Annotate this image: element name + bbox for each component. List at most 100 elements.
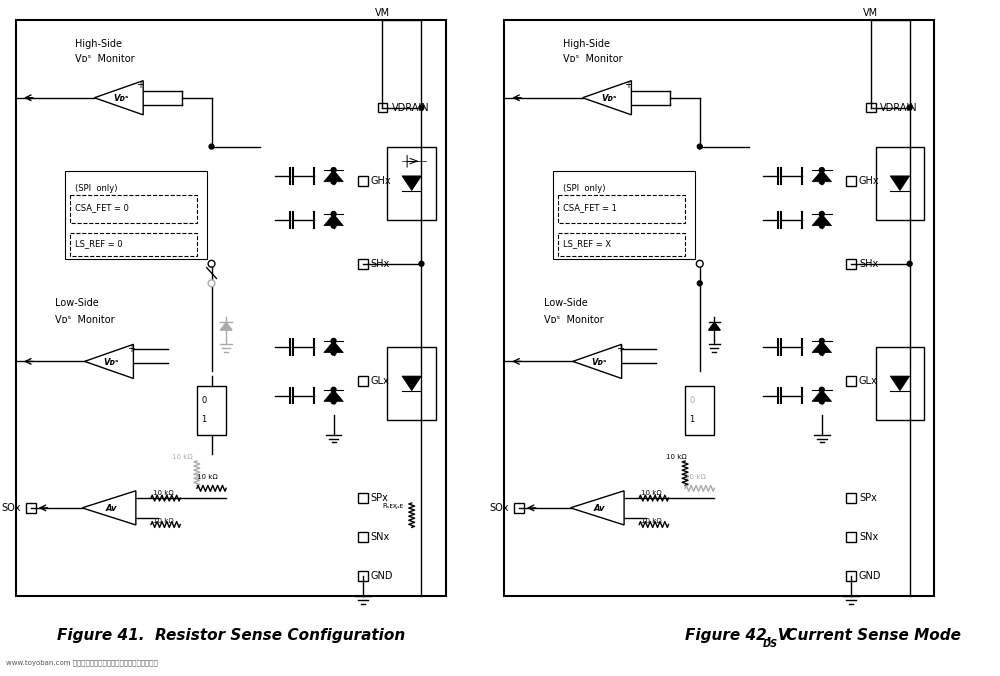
Text: Figure 41.  Resistor Sense Configuration: Figure 41. Resistor Sense Configuration (57, 627, 405, 643)
Text: Vᴅˢ  Monitor: Vᴅˢ Monitor (55, 314, 115, 324)
Text: 10 kΩ: 10 kΩ (666, 454, 686, 460)
Bar (558, 195, 685, 223)
Circle shape (331, 399, 336, 404)
Bar (358, 493, 368, 503)
Polygon shape (890, 176, 910, 191)
Text: SOx: SOx (490, 503, 509, 513)
Circle shape (819, 212, 824, 216)
Circle shape (208, 260, 215, 267)
Text: SPx: SPx (859, 493, 877, 503)
Polygon shape (709, 322, 720, 330)
Text: +: + (136, 80, 144, 90)
Bar (876, 147, 924, 220)
Text: Vᴅˢ  Monitor: Vᴅˢ Monitor (75, 54, 134, 64)
Text: DS: DS (763, 639, 778, 650)
Text: SPx: SPx (371, 493, 389, 503)
Bar (685, 386, 714, 435)
Text: VDRAIN: VDRAIN (880, 103, 918, 112)
Circle shape (331, 179, 336, 184)
Bar (70, 195, 197, 223)
Polygon shape (812, 390, 832, 402)
Polygon shape (812, 341, 832, 353)
Polygon shape (583, 80, 631, 115)
Circle shape (697, 144, 702, 149)
Text: 10 kΩ: 10 kΩ (153, 490, 174, 496)
Polygon shape (94, 80, 143, 115)
Text: VM: VM (863, 7, 878, 18)
Circle shape (907, 262, 912, 266)
Text: 10 kΩ: 10 kΩ (685, 474, 706, 480)
Text: +: + (616, 343, 624, 354)
Circle shape (331, 339, 336, 343)
Bar (504, 20, 934, 596)
Bar (358, 176, 368, 186)
Text: 1: 1 (201, 416, 206, 425)
Text: High-Side: High-Side (75, 39, 122, 49)
Bar (846, 176, 856, 186)
Circle shape (331, 387, 336, 392)
Text: 1: 1 (689, 416, 695, 425)
Circle shape (819, 223, 824, 228)
Text: GLx: GLx (371, 376, 389, 386)
Polygon shape (324, 214, 343, 226)
Text: VM: VM (375, 7, 390, 18)
Polygon shape (812, 214, 832, 226)
Bar (846, 493, 856, 503)
Bar (846, 571, 856, 581)
Text: +: + (127, 343, 135, 354)
Text: Current Sense Mode: Current Sense Mode (781, 627, 961, 643)
Text: GLx: GLx (859, 376, 878, 386)
Text: VDRAIN: VDRAIN (392, 103, 430, 112)
Text: Vᴅˢ  Monitor: Vᴅˢ Monitor (544, 314, 603, 324)
Text: Low-Side: Low-Side (544, 298, 587, 308)
Text: 0: 0 (201, 396, 206, 405)
Text: SNx: SNx (859, 532, 878, 542)
Text: 10 kΩ: 10 kΩ (641, 518, 662, 524)
Bar (553, 171, 695, 259)
Text: www.toyoban.com 网路图片下载技术，初步理解图片的进阶之路: www.toyoban.com 网路图片下载技术，初步理解图片的进阶之路 (6, 660, 158, 666)
Circle shape (697, 281, 702, 286)
Text: Vᴅˢ: Vᴅˢ (601, 94, 617, 103)
Polygon shape (220, 322, 232, 330)
Polygon shape (324, 341, 343, 353)
Text: GND: GND (859, 571, 881, 581)
Polygon shape (573, 344, 622, 379)
Bar (866, 103, 876, 112)
Circle shape (209, 144, 214, 149)
Text: +: + (624, 80, 632, 90)
Bar (378, 103, 387, 112)
Text: Low-Side: Low-Side (55, 298, 99, 308)
Text: CSA_FET = 0: CSA_FET = 0 (75, 203, 129, 212)
Text: GHx: GHx (371, 176, 391, 186)
Polygon shape (324, 170, 343, 182)
Text: GHx: GHx (859, 176, 880, 186)
Circle shape (819, 350, 824, 355)
Bar (65, 171, 207, 259)
Bar (876, 347, 924, 420)
Text: LS_REF = 0: LS_REF = 0 (75, 239, 122, 248)
Text: 10 kΩ: 10 kΩ (197, 474, 218, 480)
Circle shape (819, 179, 824, 184)
Text: Vᴅˢ: Vᴅˢ (591, 358, 607, 367)
Text: 10 kΩ: 10 kΩ (641, 490, 662, 496)
Bar (197, 386, 226, 435)
Circle shape (819, 339, 824, 343)
Text: GND: GND (371, 571, 393, 581)
Text: SOx: SOx (2, 503, 21, 513)
Text: |>: |> (404, 155, 419, 168)
Circle shape (208, 280, 215, 287)
Polygon shape (570, 491, 624, 525)
Circle shape (331, 168, 336, 172)
Polygon shape (812, 170, 832, 182)
Text: SNx: SNx (371, 532, 390, 542)
Circle shape (331, 223, 336, 228)
Bar (358, 259, 368, 268)
Circle shape (419, 105, 424, 110)
Polygon shape (402, 176, 421, 191)
Bar (846, 259, 856, 268)
Circle shape (819, 399, 824, 404)
Text: Vᴅˢ: Vᴅˢ (113, 94, 128, 103)
Text: 0: 0 (689, 396, 695, 405)
Circle shape (331, 212, 336, 216)
Circle shape (907, 105, 912, 110)
